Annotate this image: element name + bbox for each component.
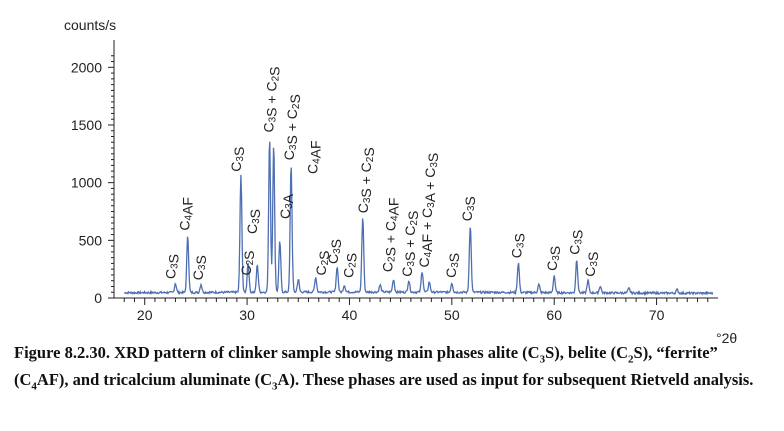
y-tick-label: 1500 [71,117,102,133]
peak-label: C2S [313,250,332,275]
caption-text: S), belite (C [545,343,629,362]
peak-label: C3S [582,252,601,277]
caption-text: A). These phases are used as input for s… [277,369,754,389]
x-tick-label: 70 [649,307,665,323]
peak-label: C3S + C2S [281,94,303,160]
peak-label: C3A [277,193,296,219]
y-tick-label: 1000 [71,175,102,191]
caption-text: S), “ferrite” (C [14,343,718,389]
peak-label: C3S + C2S [260,67,282,133]
peak-label: C3S [566,230,585,255]
caption-text: Figure 8.2.30. XRD pattern of clinker sa… [14,343,540,362]
y-tick-label: 500 [79,232,103,248]
peak-label: C3S [190,255,209,280]
peak-label: C3S [162,254,181,279]
trace-line [124,141,714,296]
xrd-chart: counts/s °2θ 20 30 40 50 60 70 0 500 1000 1500 200… [64,17,737,343]
peak-label: C3S [459,196,478,221]
diffraction-trace [124,141,714,296]
y-axis-label: counts/s [64,17,116,33]
peak-label: C3S [443,253,462,278]
peak-label: C3S [544,246,563,271]
y-tick-label: 0 [94,290,102,306]
peak-label: C2S [238,250,257,275]
caption-subscript: 3 [272,380,278,393]
caption-text: AF), and tricalcium aluminate (C [36,369,273,389]
caption-subscript: 4 [31,380,37,393]
x-tick-label: 40 [342,307,358,323]
peak-label: C4AF [176,197,195,231]
peak-label: C3S + C2S [355,147,377,213]
peak-label: C3S + C2S [399,211,421,277]
x-tick-label: 20 [137,307,153,323]
figure-caption: Figure 8.2.30. XRD pattern of clinker sa… [14,343,774,397]
peak-label: C3S [325,239,344,264]
peak-label: C3S [228,147,247,172]
peak-label: C2S [340,253,359,278]
peak-label: C4AF [304,140,323,174]
peak-label: C3S [244,209,263,234]
y-tick-label: 2000 [71,59,102,75]
caption-subscript: 2 [628,353,634,366]
axes: 20 30 40 50 60 70 0 500 1000 1500 2000 [71,40,718,323]
peak-label: C4AF + C3A + C3S [416,153,441,268]
x-tick-label: 60 [546,307,562,323]
peak-label: C3S [508,233,527,258]
x-axis-label: °2θ [716,330,737,343]
x-tick-label: 50 [444,307,460,323]
x-tick-label: 30 [239,307,255,323]
caption-subscript: 3 [539,353,546,366]
peak-label: C2S + C4AF [379,198,401,273]
